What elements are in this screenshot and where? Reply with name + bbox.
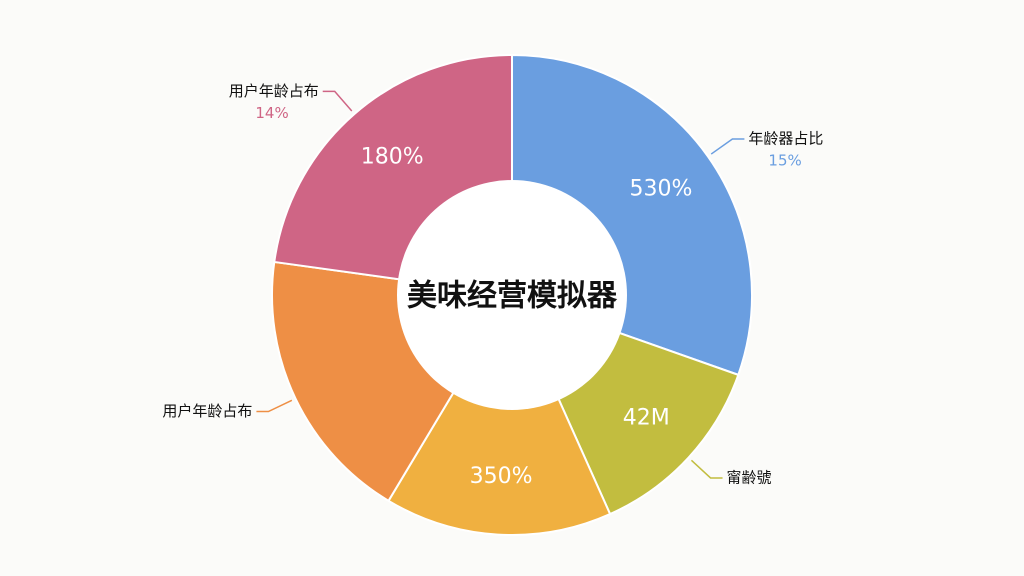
slice-label: 42M <box>623 406 670 431</box>
chart-title: 美味经营模拟器 <box>407 279 618 314</box>
slice <box>387 292 612 536</box>
donut-hole <box>397 180 627 410</box>
category-label: 甯齢號 <box>727 468 772 486</box>
leader-line <box>322 90 353 112</box>
slice-label: 530% <box>630 177 693 202</box>
slice-label: 180% <box>361 144 424 169</box>
category-label: 年龄器占比 <box>748 130 823 148</box>
slice-label: 350% <box>470 464 533 489</box>
leader-line <box>256 399 293 413</box>
category-sublabel: 14% <box>255 104 288 122</box>
leader-line <box>690 459 723 479</box>
category-label: 用户年龄占布 <box>229 82 319 100</box>
category-label: 用户年龄占布 <box>162 402 252 420</box>
leader-line <box>710 138 745 155</box>
category-sublabel: 15% <box>768 152 801 170</box>
